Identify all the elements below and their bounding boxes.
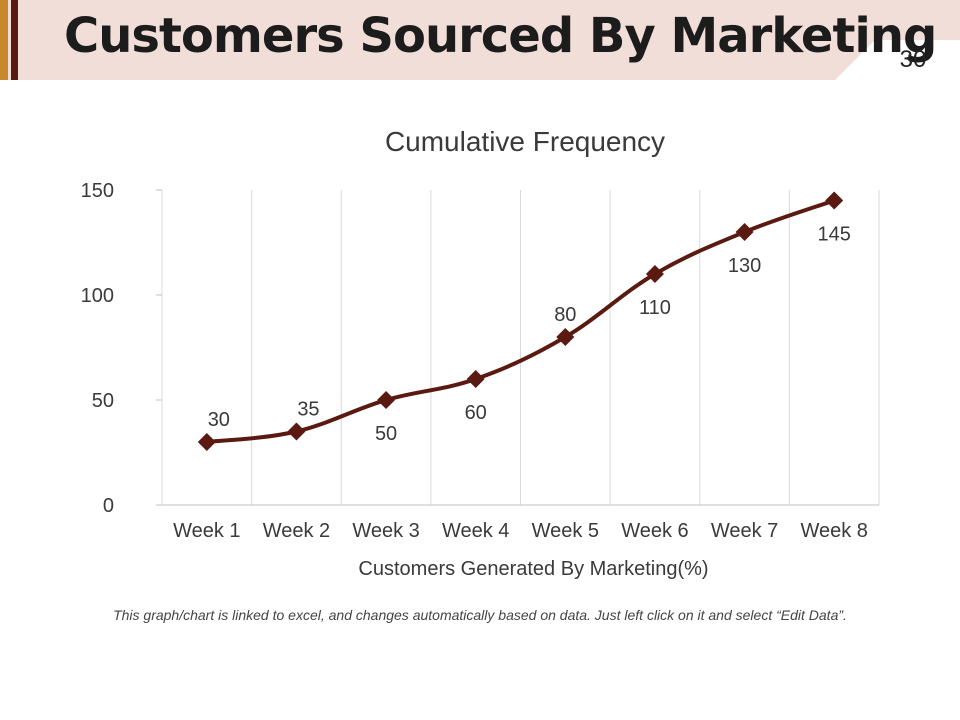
data-point-marker <box>377 391 396 409</box>
x-tick-label: Week 2 <box>263 520 330 542</box>
line-chart[interactable]: 0 50 100 150 Week 1 Week 2 Week 3 Week 4 Week 5 W… <box>0 0 960 600</box>
data-label: 50 <box>375 423 397 445</box>
x-tick-label: Week 5 <box>532 520 599 542</box>
accent-stripe-gold <box>0 0 8 80</box>
accent-stripe-dark <box>11 0 18 80</box>
y-tick-label: 150 <box>81 180 114 202</box>
data-label: 60 <box>465 402 487 424</box>
data-point-marker <box>287 422 306 441</box>
data-label: 35 <box>297 399 319 421</box>
page-number: 30 <box>899 46 927 73</box>
data-point-marker <box>466 370 485 388</box>
data-point-marker <box>825 191 844 210</box>
data-label: 110 <box>639 297 671 319</box>
x-tick-label: Week 1 <box>173 520 240 542</box>
x-axis-title: Customers Generated By Marketing(%) <box>358 558 708 580</box>
y-tick-label: 100 <box>81 285 114 307</box>
x-tick-label: Week 6 <box>621 520 688 542</box>
data-point-marker <box>645 265 664 283</box>
chart-title: Cumulative Frequency <box>384 126 666 157</box>
x-tick-label: Week 8 <box>800 520 867 542</box>
data-label: 30 <box>208 409 230 431</box>
data-point-marker <box>197 433 216 451</box>
data-point-marker <box>735 223 754 241</box>
y-tick-label: 50 <box>92 390 114 412</box>
series-line <box>204 198 837 444</box>
x-tick-label: Week 3 <box>352 520 419 542</box>
y-tick-label: 0 <box>103 495 114 517</box>
data-label: 130 <box>728 255 761 277</box>
footnote: This graph/chart is linked to excel, and… <box>113 607 847 623</box>
page-number-tab <box>835 40 960 80</box>
slide-title: Customers Sourced By Marketing <box>64 8 937 64</box>
data-label: 80 <box>554 304 576 326</box>
x-tick-label: Week 4 <box>442 520 509 542</box>
header-bar <box>0 0 960 80</box>
x-tick-label: Week 7 <box>711 520 778 542</box>
data-point-marker <box>556 328 575 346</box>
data-label: 145 <box>818 224 851 246</box>
